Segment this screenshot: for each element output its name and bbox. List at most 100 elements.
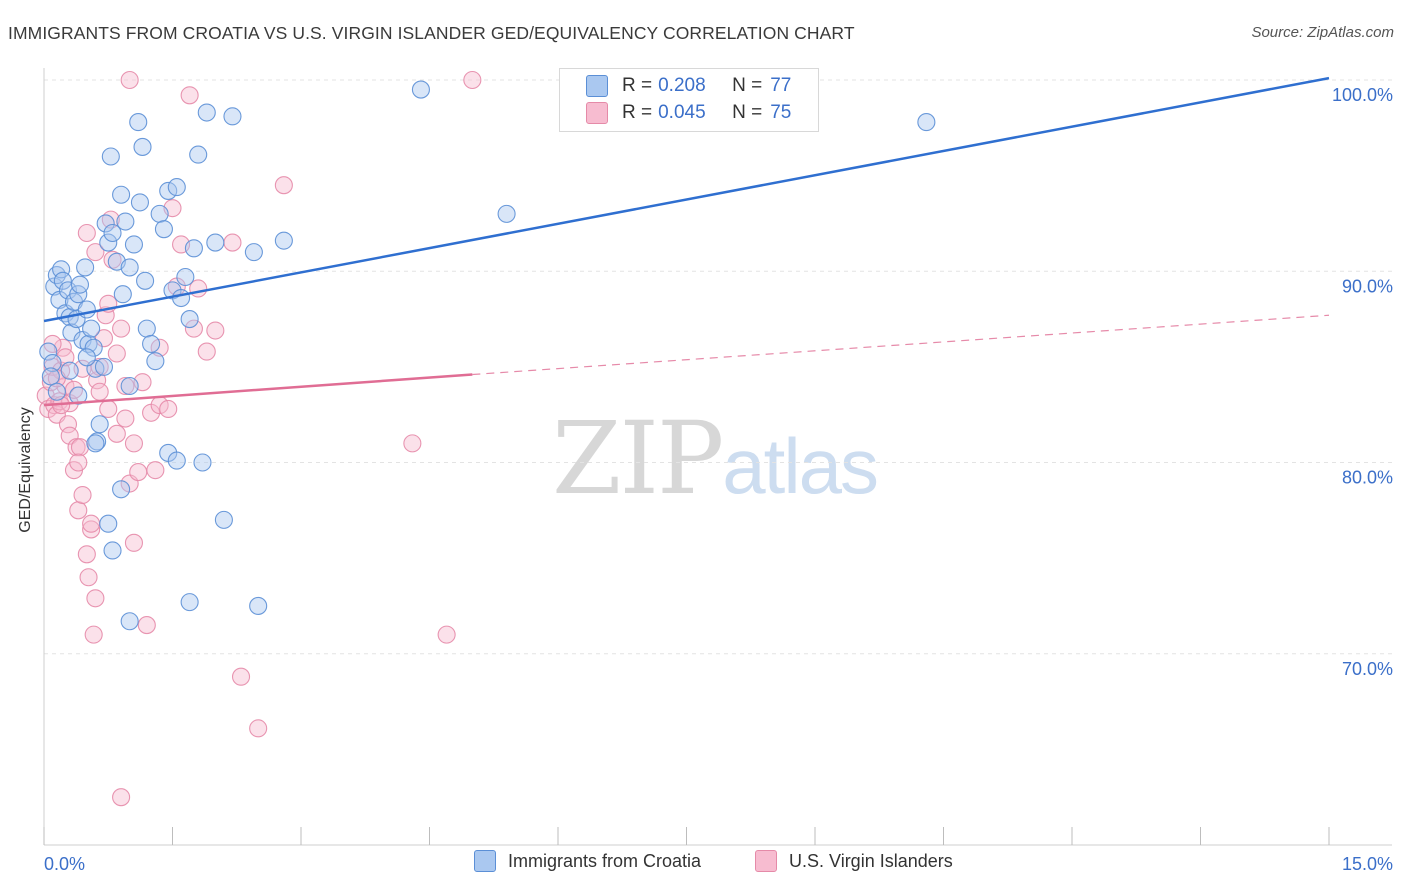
virgin-point <box>180 86 199 105</box>
croatia-point <box>223 107 242 126</box>
r-label: R = <box>622 102 653 123</box>
virgin-point <box>197 342 216 361</box>
virgin-point <box>437 625 456 644</box>
croatia-point <box>130 193 149 212</box>
n-label: N = <box>732 75 763 96</box>
croatia-point <box>90 415 109 434</box>
croatia-point <box>189 145 208 164</box>
croatia-point <box>180 310 199 329</box>
croatia-point <box>172 288 191 308</box>
virgin-point <box>112 319 131 338</box>
watermark-atlas: atlas <box>722 422 879 510</box>
virgin-point <box>112 788 131 807</box>
y-axis-label-text: GED/Equivalency <box>17 407 34 533</box>
croatia-point <box>197 103 216 122</box>
virgin-point <box>150 338 169 357</box>
croatia-point <box>82 319 101 338</box>
virgin-point <box>231 667 251 686</box>
croatia-point <box>120 258 139 277</box>
legend-item-croatia: Immigrants from Croatia <box>474 850 701 872</box>
croatia-point <box>69 386 88 405</box>
virgin-point <box>73 485 92 505</box>
croatia-point <box>146 352 165 371</box>
virgin-point <box>60 426 79 445</box>
n-value: 75 <box>770 102 792 123</box>
croatia-point <box>77 300 96 319</box>
x-tick-label-min: 0.0% <box>44 854 85 874</box>
croatia-point <box>180 593 199 612</box>
virgin-point <box>82 520 101 539</box>
croatia-point <box>176 267 195 287</box>
virgin-trend-extension <box>472 314 1330 376</box>
y-axis-label: GED/Equivalency <box>6 370 46 570</box>
legend-row-croatia: R = 0.208 N = 77 <box>586 73 791 99</box>
x-tick-label-max: 15.0% <box>1342 854 1393 874</box>
virgin-point <box>159 399 178 419</box>
virgin-point <box>107 344 126 363</box>
croatia-point <box>103 223 122 243</box>
virgin-point <box>79 568 98 587</box>
croatia-point <box>120 612 139 631</box>
virgin-point <box>124 533 143 552</box>
croatia-point <box>96 214 115 233</box>
croatia-point <box>39 342 58 361</box>
virgin-point <box>137 616 156 635</box>
virgin-trend-line <box>43 373 473 407</box>
virgin-point <box>86 589 105 608</box>
croatia-point <box>43 353 62 373</box>
virgin-point <box>206 321 225 340</box>
croatia-point <box>154 220 173 239</box>
croatia-point <box>41 367 60 386</box>
croatia-point <box>99 233 118 252</box>
croatia-point <box>184 239 203 258</box>
croatia-point <box>77 348 96 367</box>
croatia-point <box>99 514 118 533</box>
y-tick-label: 90.0% <box>1342 276 1393 296</box>
croatia-point <box>206 233 225 252</box>
r-label: R = <box>622 75 653 96</box>
virgin-point <box>99 399 118 419</box>
croatia-point <box>159 181 178 200</box>
croatia-point <box>113 285 132 304</box>
croatia-swatch <box>474 850 496 872</box>
r-value: 0.208 <box>658 75 706 96</box>
croatia-point <box>94 357 114 376</box>
croatia-point <box>411 80 430 99</box>
virgin-point <box>249 719 268 738</box>
croatia-point <box>129 113 148 132</box>
croatia-point <box>70 275 90 294</box>
series-legend: Immigrants from Croatia U.S. Virgin Isla… <box>0 850 1406 878</box>
virgin-point <box>77 223 96 243</box>
watermark: ZIPatlas <box>552 400 879 517</box>
legend-row-virgin: R = 0.045 N = 75 <box>586 100 791 126</box>
virgin-point <box>116 376 135 396</box>
virgin-point <box>107 424 126 443</box>
croatia-point <box>133 137 152 156</box>
y-tick-label: 70.0% <box>1342 659 1393 679</box>
virgin-point <box>84 625 103 644</box>
virgin-point <box>58 415 78 434</box>
virgin-point <box>274 176 293 195</box>
croatia-point <box>58 281 78 300</box>
croatia-trend-line <box>43 76 1330 323</box>
virgin-point <box>77 545 96 564</box>
croatia-point <box>53 271 72 290</box>
croatia-point <box>103 541 122 560</box>
croatia-point <box>136 271 155 290</box>
legend-label: Immigrants from Croatia <box>508 850 702 871</box>
croatia-point <box>497 204 516 223</box>
croatia-point <box>84 338 103 357</box>
y-tick-label: 80.0% <box>1342 468 1393 488</box>
virgin-point <box>403 434 422 453</box>
legend-item-virgin: U.S. Virgin Islanders <box>755 850 953 872</box>
croatia-point <box>917 113 936 132</box>
virgin-point <box>120 70 139 90</box>
croatia-point <box>249 596 268 615</box>
correlation-legend: R = 0.208 N = 77 R = 0.045 N = 75 <box>559 68 819 132</box>
croatia-point <box>193 453 212 472</box>
n-label: N = <box>732 102 763 123</box>
croatia-point <box>142 334 161 353</box>
virgin-point <box>146 461 165 480</box>
virgin-point <box>82 514 101 533</box>
